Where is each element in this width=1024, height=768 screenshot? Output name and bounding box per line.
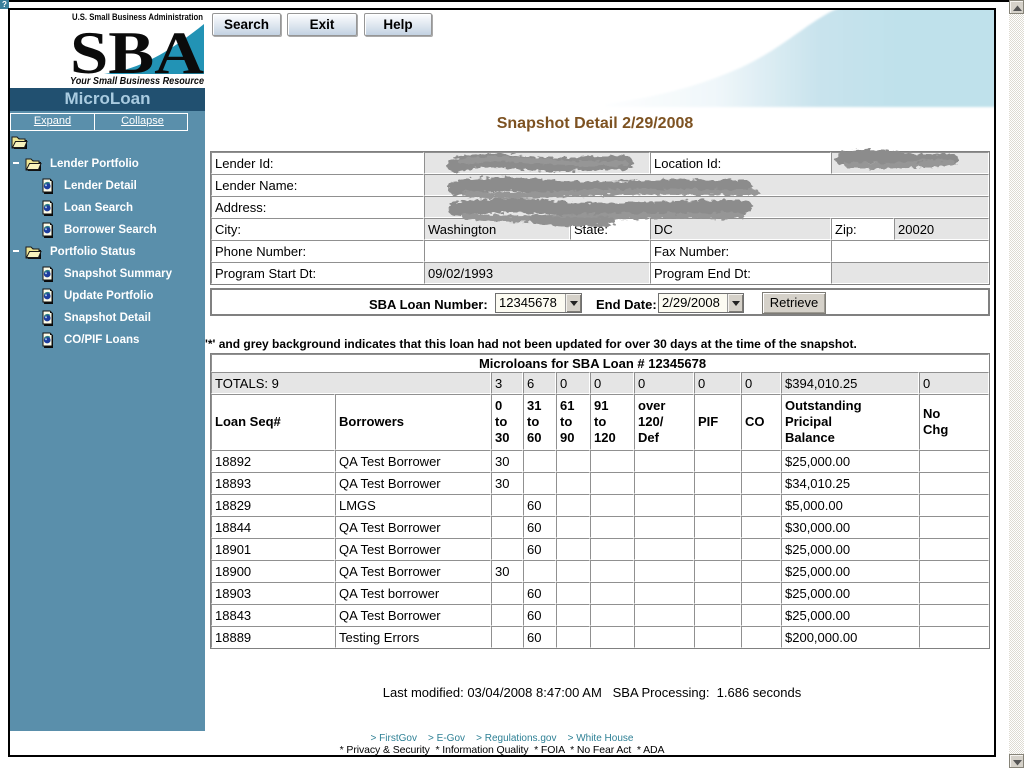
svg-text:SBA: SBA <box>70 20 204 86</box>
svg-text:U.S. Small Business Administra: U.S. Small Business Administration <box>72 12 203 23</box>
svg-text:Your Small Business Resource: Your Small Business Resource <box>70 76 204 87</box>
